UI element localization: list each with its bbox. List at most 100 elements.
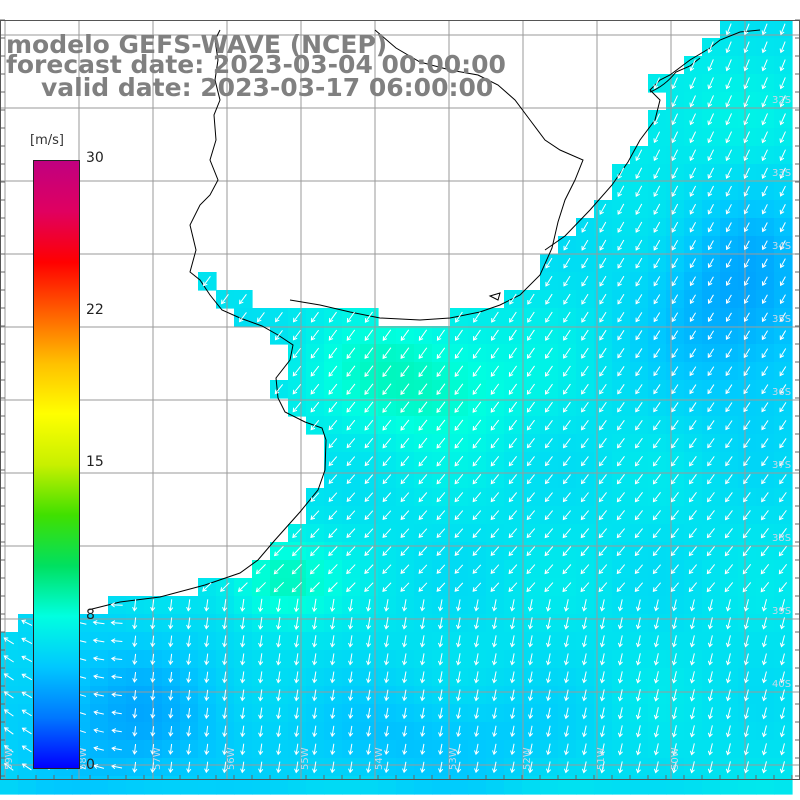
wind-arrow (473, 653, 480, 666)
wind-arrow (258, 598, 264, 613)
wind-arrow (438, 707, 444, 720)
model-title: modelo GEFS-WAVE (NCEP) (6, 30, 388, 59)
wind-arrow (707, 599, 713, 612)
wind-arrow (634, 510, 643, 521)
wind-arrow (400, 401, 410, 413)
wind-arrow (526, 347, 535, 359)
wind-arrow (275, 312, 283, 323)
wind-arrow (346, 438, 356, 449)
wind-arrow (617, 203, 625, 215)
wind-arrow (544, 383, 553, 395)
wind-arrow (400, 474, 410, 485)
wind-arrow (348, 743, 354, 756)
wind-arrow (293, 598, 300, 613)
wind-arrow (436, 492, 446, 503)
wind-arrow (689, 617, 695, 630)
wind-arrow (743, 510, 751, 521)
wind-arrow (689, 635, 695, 648)
wind-arrow (168, 726, 174, 737)
wind-arrow (222, 761, 228, 774)
wind-arrow (725, 41, 732, 54)
wind-arrow (382, 365, 392, 378)
wind-arrow (240, 653, 246, 666)
wind-arrow (436, 419, 446, 431)
wind-arrow (546, 725, 552, 738)
wind-arrow (348, 617, 354, 630)
wind-arrow (743, 689, 749, 702)
wind-arrow (111, 710, 122, 716)
wind-arrow (312, 653, 318, 666)
wind-arrow (599, 293, 607, 305)
wind-arrow (330, 635, 336, 648)
wind-arrow (258, 743, 264, 756)
wind-arrow (689, 113, 697, 126)
wind-arrow (743, 384, 751, 395)
wind-arrow (635, 167, 643, 180)
wind-arrow (276, 671, 282, 684)
wind-arrow (474, 707, 480, 720)
wind-arrow (111, 764, 123, 770)
wind-arrow (599, 725, 605, 738)
wind-arrow (258, 725, 264, 738)
wind-arrow (743, 240, 750, 251)
wind-arrow (186, 707, 192, 719)
wind-arrow (276, 761, 282, 774)
wind-arrow (328, 564, 338, 575)
wind-arrow (168, 708, 174, 719)
latitude-label: 35S (772, 314, 791, 325)
wind-arrow (258, 635, 264, 648)
wind-arrow (562, 474, 571, 485)
wind-arrow (779, 95, 786, 108)
wind-arrow (689, 689, 695, 702)
wind-arrow (346, 383, 356, 395)
wind-arrow (93, 692, 104, 698)
wind-arrow (490, 582, 500, 592)
wind-arrow (635, 635, 641, 648)
wind-arrow (186, 761, 192, 774)
wind-arrow (706, 564, 716, 575)
lat-lon-grid (0, 19, 800, 780)
wind-arrow (671, 437, 679, 449)
wind-arrow (545, 653, 551, 666)
wind-arrow (330, 617, 336, 630)
wind-cell (396, 776, 415, 795)
wind-arrow (671, 294, 679, 305)
wind-arrow (671, 348, 679, 359)
wind-arrow (617, 275, 625, 287)
wind-arrow (635, 599, 641, 612)
wind-arrow (725, 438, 733, 449)
wind-arrow (544, 456, 553, 467)
wind-arrow (204, 653, 210, 666)
wind-arrow (760, 528, 769, 539)
wind-arrow (456, 743, 462, 756)
wind-arrow (725, 456, 733, 467)
wind-arrow (526, 419, 535, 431)
wind-arrow (276, 707, 282, 720)
wind-arrow (707, 131, 715, 144)
wind-arrow (563, 365, 571, 377)
wind-arrow (21, 745, 32, 753)
wind-arrow (779, 725, 785, 738)
wind-arrow (599, 365, 607, 377)
wind-arrow (222, 689, 228, 702)
wind-arrow (418, 437, 428, 449)
wind-arrow (491, 653, 498, 666)
wind-arrow (725, 95, 732, 108)
wind-arrow (725, 330, 733, 341)
wind-arrow (743, 671, 749, 684)
wind-arrow (418, 474, 428, 485)
wind-arrow (581, 438, 589, 449)
wind-arrow (671, 707, 677, 720)
wind-arrow (671, 599, 677, 612)
wind-cell (774, 776, 793, 795)
wind-cell (144, 776, 163, 795)
wind-arrow (346, 582, 356, 593)
wind-arrow (689, 203, 697, 215)
wind-arrow (528, 689, 534, 702)
latitude-label: 39S (772, 606, 791, 617)
wind-arrow (150, 761, 156, 774)
wind-arrow (653, 149, 661, 162)
wind-arrow (220, 582, 230, 592)
wind-arrow (436, 365, 446, 378)
wind-arrow (402, 635, 408, 648)
